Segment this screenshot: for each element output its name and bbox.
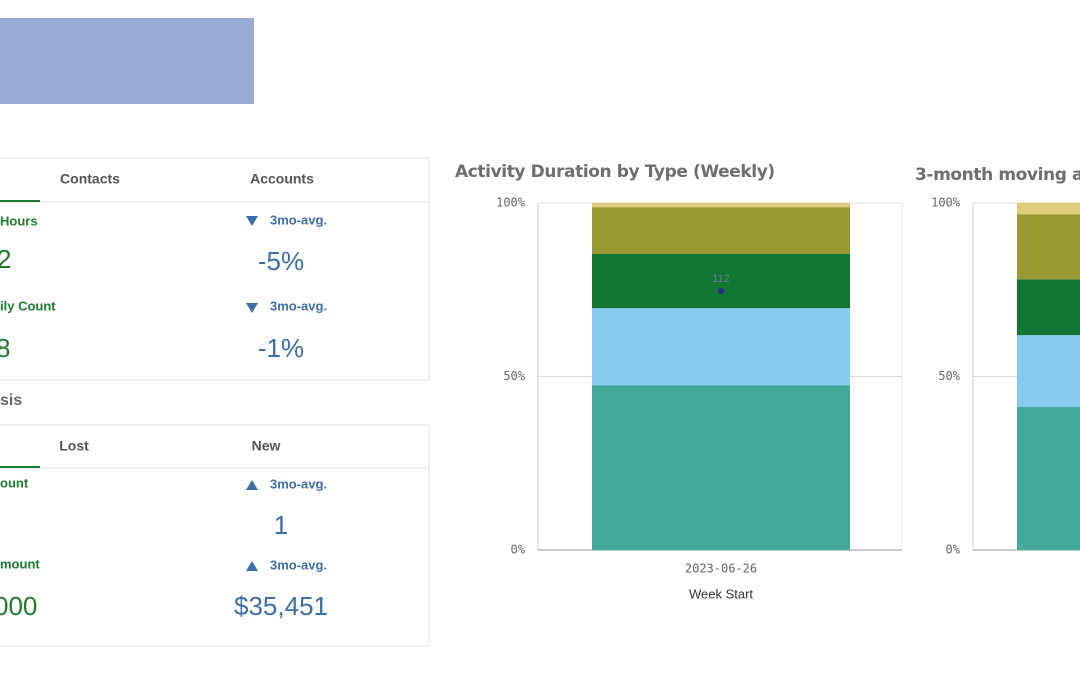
compare-label: 3mo-avg. <box>270 557 327 572</box>
annotation-dot <box>718 288 724 294</box>
section-title: sis <box>0 392 22 409</box>
annotation: 112 <box>712 273 730 285</box>
y-tick-label: 0% <box>946 543 961 557</box>
kpi-value: 2 <box>0 244 11 274</box>
kpi-label: ount <box>0 475 29 490</box>
trend-up-icon <box>246 480 258 490</box>
kpi-label: ily Count <box>0 298 56 313</box>
bar-segment <box>592 207 850 255</box>
y-tick-label: 50% <box>938 369 960 383</box>
bar-segment <box>592 203 850 208</box>
compare-value: -5% <box>258 246 304 276</box>
compare-label: 3mo-avg. <box>270 476 327 491</box>
trend-down-icon <box>246 303 258 313</box>
compare-label: 3mo-avg. <box>270 298 327 313</box>
kpi-panel <box>0 424 430 647</box>
bar-segment <box>1017 335 1080 408</box>
compare-value: 1 <box>274 510 288 540</box>
kpi-value: 8 <box>0 333 10 363</box>
tab[interactable]: New <box>252 438 281 454</box>
bar-segment <box>1017 407 1080 550</box>
compare-value: $35,451 <box>234 591 328 621</box>
y-tick-label: 100% <box>931 196 961 210</box>
compare-value: -1% <box>258 333 304 363</box>
kpi-label: mount <box>0 556 40 571</box>
bar-segment <box>592 308 850 386</box>
kpi-value: 000 <box>0 591 37 621</box>
tab[interactable]: Accounts <box>250 171 314 187</box>
tab[interactable]: Lost <box>59 438 89 454</box>
banner <box>0 18 254 104</box>
y-tick-label: 0% <box>511 543 526 557</box>
y-tick-label: 100% <box>496 196 526 210</box>
bar-segment <box>592 254 850 309</box>
tab[interactable]: Contacts <box>60 171 120 187</box>
bar-segment <box>1017 279 1080 336</box>
chart-title: 3-month moving avg <box>915 165 1080 185</box>
trend-up-icon <box>246 561 258 571</box>
y-tick-label: 50% <box>503 369 525 383</box>
chart-title: Activity Duration by Type (Weekly) <box>455 162 775 182</box>
bar-segment <box>1017 203 1080 215</box>
x-tick-label: 2023-06-26 <box>685 562 757 576</box>
kpi-label: Hours <box>0 213 38 228</box>
bar-segment <box>1017 214 1080 280</box>
kpi-panel <box>0 157 430 381</box>
bar-segment <box>592 385 850 550</box>
x-axis-label: Week Start <box>689 586 753 601</box>
trend-down-icon <box>246 216 258 226</box>
compare-label: 3mo-avg. <box>270 212 327 227</box>
